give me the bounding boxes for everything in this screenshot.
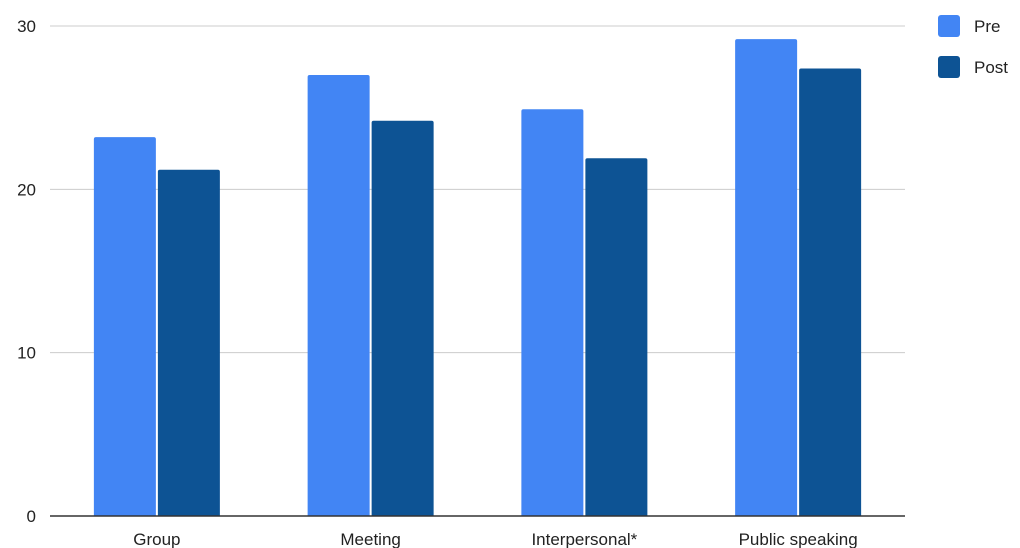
x-tick-label: Public speaking — [739, 530, 858, 548]
y-tick-label: 20 — [17, 180, 36, 199]
bar-post-public-speaking — [799, 68, 862, 516]
bar-pre-public-speaking — [735, 39, 798, 517]
bar-post-meeting — [371, 120, 434, 516]
bar-pre-meeting — [307, 75, 370, 516]
bar-pre-interpersonal — [521, 109, 584, 517]
y-axis-ticks: 0 10 20 30 — [17, 17, 36, 526]
legend-swatch-post — [938, 56, 960, 78]
x-tick-label: Group — [133, 530, 180, 548]
y-tick-label: 0 — [27, 507, 36, 526]
bar-post-group — [157, 169, 220, 516]
bars — [93, 39, 862, 517]
y-tick-label: 30 — [17, 17, 36, 36]
legend: Pre Post — [938, 15, 1008, 78]
x-tick-label: Interpersonal* — [531, 530, 637, 548]
x-tick-label: Meeting — [340, 530, 400, 548]
legend-swatch-pre — [938, 15, 960, 37]
legend-label-pre: Pre — [974, 17, 1000, 36]
x-axis-ticks: Group Meeting Interpersonal* Public speakin… — [133, 530, 857, 548]
bar-pre-group — [93, 137, 156, 517]
bar-post-interpersonal — [585, 158, 648, 517]
legend-label-post: Post — [974, 58, 1008, 77]
y-tick-label: 10 — [17, 344, 36, 363]
